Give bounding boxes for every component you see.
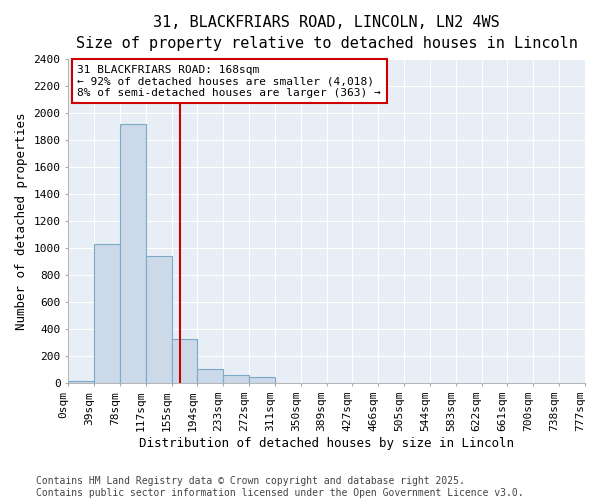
Bar	[172, 340, 197, 384]
Y-axis label: Number of detached properties: Number of detached properties	[15, 112, 28, 330]
Bar	[146, 256, 172, 384]
Text: 31 BLACKFRIARS ROAD: 168sqm
← 92% of detached houses are smaller (4,018)
8% of s: 31 BLACKFRIARS ROAD: 168sqm ← 92% of det…	[77, 64, 381, 98]
Text: Contains HM Land Registry data © Crown copyright and database right 2025.
Contai: Contains HM Land Registry data © Crown c…	[36, 476, 524, 498]
Title: 31, BLACKFRIARS ROAD, LINCOLN, LN2 4WS
Size of property relative to detached hou: 31, BLACKFRIARS ROAD, LINCOLN, LN2 4WS S…	[76, 15, 578, 51]
Bar	[68, 380, 94, 384]
Bar	[94, 244, 120, 384]
X-axis label: Distribution of detached houses by size in Lincoln: Distribution of detached houses by size …	[139, 437, 514, 450]
Bar	[249, 377, 275, 384]
Bar	[197, 369, 223, 384]
Bar	[120, 124, 146, 384]
Bar	[223, 375, 249, 384]
